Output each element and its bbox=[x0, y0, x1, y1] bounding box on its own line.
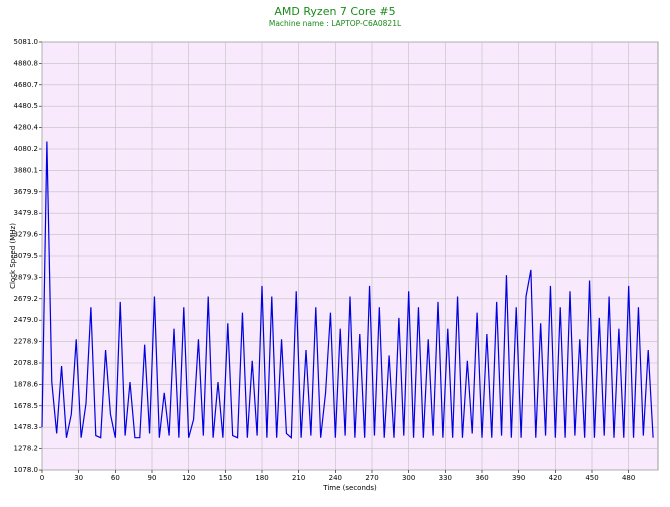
y-axis-label: Clock Speed (MHz) bbox=[9, 223, 17, 289]
x-tick-label: 0 bbox=[40, 474, 44, 482]
x-tick-label: 180 bbox=[255, 474, 268, 482]
y-tick-label: 2879.3 bbox=[14, 273, 39, 281]
x-tick-label: 270 bbox=[365, 474, 378, 482]
y-tick-label: 4680.7 bbox=[14, 81, 39, 89]
y-tick-label: 2278.9 bbox=[14, 338, 39, 346]
x-tick-label: 360 bbox=[475, 474, 488, 482]
y-tick-label: 4480.5 bbox=[14, 102, 39, 110]
y-tick-label: 2078.8 bbox=[14, 359, 39, 367]
x-tick-label: 30 bbox=[74, 474, 83, 482]
x-tick-label: 480 bbox=[622, 474, 635, 482]
y-tick-label: 2679.2 bbox=[14, 295, 39, 303]
x-tick-label: 450 bbox=[585, 474, 598, 482]
y-tick-label: 3479.8 bbox=[14, 209, 39, 217]
x-tick-label: 240 bbox=[329, 474, 342, 482]
y-tick-label: 3880.1 bbox=[14, 166, 39, 174]
y-tick-label: 2479.0 bbox=[14, 316, 39, 324]
y-tick-label: 1278.2 bbox=[14, 445, 39, 453]
y-tick-label: 4880.8 bbox=[14, 59, 39, 67]
x-tick-label: 60 bbox=[111, 474, 120, 482]
x-tick-label: 150 bbox=[219, 474, 232, 482]
x-tick-label: 390 bbox=[512, 474, 525, 482]
y-tick-label: 5081.0 bbox=[14, 38, 39, 46]
y-tick-label: 1078.0 bbox=[14, 466, 39, 474]
x-tick-label: 330 bbox=[439, 474, 452, 482]
chart-subtitle: Machine name : LAPTOP-C6A0821L bbox=[269, 19, 402, 28]
data-line bbox=[41, 141, 654, 439]
y-tick-label: 4280.4 bbox=[14, 124, 39, 132]
chart-title: AMD Ryzen 7 Core #5 bbox=[274, 5, 395, 18]
y-tick-label: 3279.6 bbox=[14, 231, 39, 239]
y-tick-label: 1678.5 bbox=[14, 402, 39, 410]
x-tick-label: 420 bbox=[549, 474, 562, 482]
y-tick-label: 1878.6 bbox=[14, 380, 39, 388]
x-axis-label: Time (seconds) bbox=[322, 484, 377, 492]
x-tick-label: 120 bbox=[182, 474, 195, 482]
y-tick-label: 3079.5 bbox=[14, 252, 39, 260]
y-tick-label: 3679.9 bbox=[14, 188, 39, 196]
x-tick-label: 300 bbox=[402, 474, 415, 482]
y-tick-label: 1478.3 bbox=[14, 423, 39, 431]
y-tick-label: 4080.2 bbox=[14, 145, 39, 153]
x-tick-label: 210 bbox=[292, 474, 305, 482]
x-tick-label: 90 bbox=[148, 474, 157, 482]
